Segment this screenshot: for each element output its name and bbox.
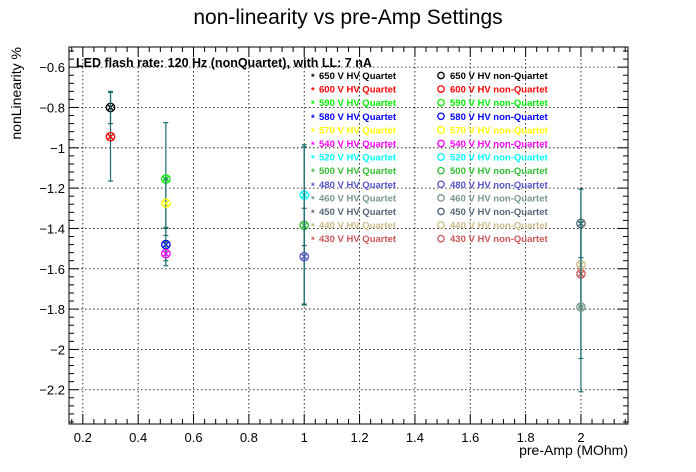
legend-entry: 500 V HV Quartet — [319, 166, 397, 177]
legend-star-marker: * — [311, 72, 315, 83]
legend-entry: 450 V HV Quartet — [319, 207, 397, 218]
legend-entry: 590 V HV non-Quartet — [450, 98, 548, 109]
data-point-cross — [162, 250, 170, 257]
y-tick-label: −2 — [50, 342, 65, 357]
legend-entry: 540 V HV non-Quartet — [450, 139, 548, 150]
legend-entry: 480 V HV non-Quartet — [450, 180, 548, 191]
legend-entry: 450 V HV non-Quartet — [450, 207, 548, 218]
data-point-circle — [161, 248, 171, 259]
legend-circle-marker — [437, 166, 445, 175]
data-point-cross — [107, 133, 114, 140]
y-tick-label: −1 — [50, 141, 65, 156]
y-tick-label: −1.6 — [39, 262, 65, 277]
legend-entry: 570 V HV non-Quartet — [450, 125, 548, 136]
legend-circle-marker — [437, 71, 445, 80]
legend: * 650 V HV Quartet 650 V HV non-Quartet * 60… — [311, 71, 548, 246]
legend-circle-marker — [437, 112, 445, 121]
x-tick-label: 1.4 — [406, 430, 424, 445]
legend-star-marker: * — [311, 235, 315, 246]
legend-entry: 570 V HV Quartet — [319, 125, 397, 136]
y-tick-label: −1.8 — [39, 302, 65, 317]
x-tick-label: 1.2 — [351, 430, 369, 445]
legend-entry: 500 V HV non-Quartet — [450, 166, 548, 177]
data-point-circle — [105, 131, 116, 142]
y-tick-label: −2.2 — [39, 383, 65, 398]
legend-star-marker: * — [311, 113, 315, 124]
data-point-circle — [161, 198, 171, 209]
legend-entry: 650 V HV non-Quartet — [450, 71, 548, 82]
x-tick-label: 1.8 — [517, 430, 535, 445]
data-marks — [105, 90, 586, 393]
y-tick-label: −0.8 — [39, 100, 65, 115]
legend-entry: 460 V HV non-Quartet — [450, 193, 548, 204]
legend-star-marker: * — [311, 222, 315, 233]
legend-star-marker: * — [311, 140, 315, 151]
y-tick-labels: −0.6 −0.8 −1 −1.2 −1.4 −1.6 −1.8 −2 −2.2 — [39, 60, 65, 398]
y-tick-label: −0.6 — [39, 60, 65, 75]
y-axis-label: nonLinearity % — [8, 47, 24, 140]
data-point-circle — [576, 302, 586, 312]
legend-circle-marker — [437, 194, 445, 202]
tick-layer — [69, 47, 628, 424]
legend-circle-marker — [437, 234, 445, 243]
x-tick-label: 1.6 — [461, 430, 479, 445]
x-tick-label: 0.4 — [129, 430, 147, 445]
legend-star-marker: * — [311, 126, 315, 137]
legend-star-marker: * — [311, 208, 315, 219]
legend-entry: 440 V HV non-Quartet — [450, 221, 548, 232]
legend-entry: 440 V HV Quartet — [319, 221, 397, 232]
legend-entry: 430 V HV non-Quartet — [450, 234, 548, 245]
data-point-circle — [299, 251, 310, 262]
legend-star-marker: * — [311, 167, 315, 178]
x-tick-label: 2 — [577, 430, 584, 445]
legend-star-marker: * — [311, 154, 315, 165]
legend-entry: 540 V HV Quartet — [319, 139, 397, 150]
legend-entry: 520 V HV Quartet — [319, 153, 397, 164]
legend-circle-marker — [437, 180, 445, 189]
legend-entry: 480 V HV Quartet — [319, 180, 397, 191]
legend-circle-marker — [437, 139, 445, 148]
x-tick-label: 0.2 — [74, 430, 92, 445]
data-point-cross — [300, 253, 308, 260]
legend-entry: 580 V HV Quartet — [319, 112, 397, 123]
x-tick-label: 0.6 — [184, 430, 202, 445]
y-tick-label: −1.4 — [39, 221, 65, 236]
chart-title: non-linearity vs pre-Amp Settings — [193, 6, 502, 29]
legend-circle-marker — [437, 98, 445, 107]
annotation-text: LED flash rate: 120 Hz (nonQuartet), wit… — [76, 56, 372, 70]
legend-entry: 580 V HV non-Quartet — [450, 112, 548, 123]
legend-circle-marker — [437, 85, 445, 93]
legend-circle-marker — [437, 153, 445, 161]
data-point-cross — [162, 199, 170, 207]
data-point-cross — [577, 303, 585, 311]
y-tick-label: −1.2 — [39, 181, 65, 196]
legend-entry: 460 V HV Quartet — [319, 193, 397, 204]
legend-star-marker: * — [311, 194, 315, 205]
x-tick-label: 1 — [301, 430, 308, 445]
legend-circle-marker — [437, 207, 445, 216]
legend-entry: 600 V HV Quartet — [319, 85, 397, 96]
legend-circle-marker — [437, 221, 445, 229]
legend-circle-marker — [437, 126, 445, 134]
legend-entry: 590 V HV Quartet — [319, 98, 397, 109]
legend-entry: 650 V HV Quartet — [319, 71, 397, 82]
x-tick-labels: 0.2 0.4 0.6 0.8 1 1.2 1.4 1.6 1.8 2 — [74, 430, 585, 445]
legend-star-marker: * — [311, 181, 315, 192]
legend-entry: 600 V HV non-Quartet — [450, 85, 548, 96]
legend-star-marker: * — [311, 86, 315, 97]
legend-entry: 520 V HV non-Quartet — [450, 153, 548, 164]
legend-star-marker: * — [311, 99, 315, 110]
x-tick-label: 0.8 — [240, 430, 258, 445]
x-axis-label: pre-Amp (MOhm) — [519, 442, 628, 458]
legend-entry: 430 V HV Quartet — [319, 234, 397, 245]
